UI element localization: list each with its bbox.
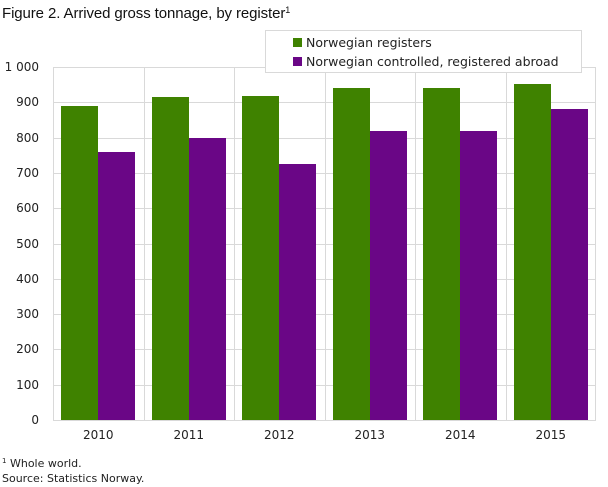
title-footnote-marker: 1 [285,5,291,15]
gridline-600 [53,208,596,209]
bar-2012-registered-abroad[interactable] [279,164,317,420]
category-divider [506,67,507,420]
y-tick-label: 100 [16,377,39,392]
chart-title: Figure 2. Arrived gross tonnage, by regi… [2,5,290,22]
x-tick-label: 2013 [354,428,386,442]
gridline-700 [53,173,596,174]
y-axis-line [53,67,54,420]
footnote-text: Whole world. [6,457,82,470]
x-tick-label: 2010 [82,428,114,442]
y-tick-label: 700 [16,165,39,180]
category-divider [325,67,326,420]
bar-2013-registered-abroad[interactable] [369,130,407,420]
category-divider [415,67,416,420]
plot-right-border [595,67,596,420]
gridline-400 [53,279,596,280]
plot-area [53,67,596,421]
gridline-800 [53,138,596,139]
y-tick-label: 500 [16,236,39,251]
legend-label: Norwegian registers [306,35,432,50]
y-tick-label: 900 [16,95,39,110]
gridline-100 [53,385,596,386]
gridline-0 [53,420,596,421]
gridline-900 [53,102,596,103]
category-divider [144,67,145,420]
category-divider [234,67,235,420]
y-tick-label: 800 [16,130,39,145]
y-tick-label: 0 [31,413,39,427]
gridline-200 [53,349,596,350]
y-tick-label: 300 [16,307,39,322]
gridline-500 [53,244,596,245]
bar-2012-norwegian-registers[interactable] [242,95,280,420]
bar-2014-registered-abroad[interactable] [460,130,498,420]
x-tick-label: 2012 [263,428,295,442]
legend-label: Norwegian controlled, registered abroad [306,54,559,69]
legend-swatch-green [293,38,302,47]
y-tick-label: 200 [16,342,39,357]
bar-2013-norwegian-registers[interactable] [332,88,370,420]
x-tick-label: 2011 [173,428,205,442]
y-tick-label: 400 [16,271,39,286]
legend-item-registered-abroad[interactable]: Norwegian controlled, registered abroad [293,54,559,69]
bar-2010-registered-abroad[interactable] [98,151,136,420]
legend-swatch-purple [293,57,302,66]
bar-2011-registered-abroad[interactable] [188,137,226,420]
gridline-300 [53,314,596,315]
x-tick-label: 2015 [535,428,567,442]
bar-2015-norwegian-registers[interactable] [513,83,551,420]
y-tick-label: 600 [16,201,39,216]
source-note: Source: Statistics Norway. [2,472,145,485]
bar-2011-norwegian-registers[interactable] [151,97,189,420]
footnote-marker: 1 [2,457,7,465]
y-tick-label: 1 000 [4,60,39,74]
legend-item-norwegian-registers[interactable]: Norwegian registers [293,35,432,50]
footnote: 1 Whole world. [2,457,82,470]
chart-title-text: Figure 2. Arrived gross tonnage, by regi… [2,5,286,22]
bar-2014-norwegian-registers[interactable] [423,88,461,420]
legend: Norwegian registers Norwegian controlled… [265,30,582,73]
x-tick-label: 2014 [444,428,476,442]
bar-2015-registered-abroad[interactable] [550,109,588,420]
bar-2010-norwegian-registers[interactable] [61,105,99,420]
